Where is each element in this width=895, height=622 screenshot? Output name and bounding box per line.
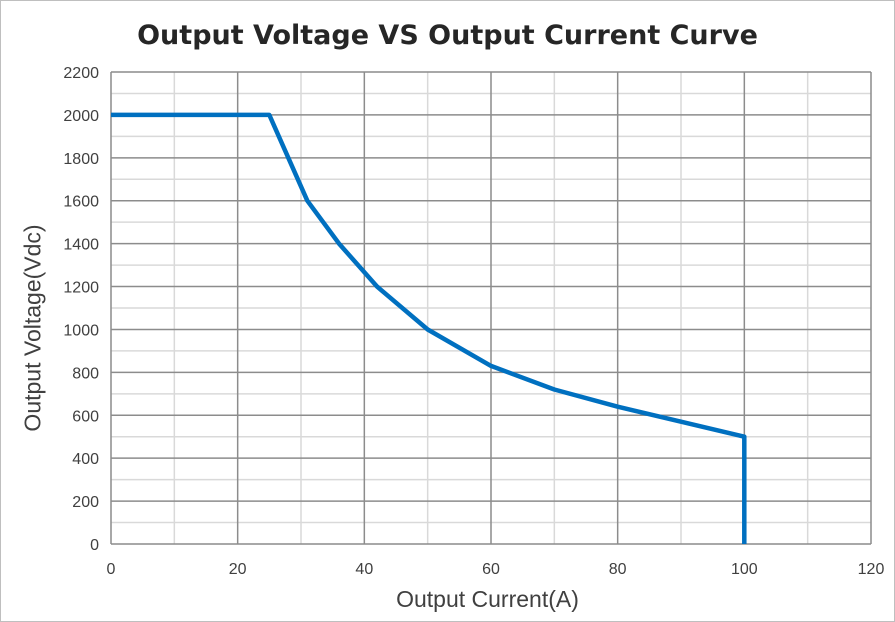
chart-title: Output Voltage VS Output Current Curve [137,20,758,51]
y-tick-label: 400 [72,451,99,468]
y-tick-labels: 0 200 400 600 800 1000 1200 1400 1600 1800 2000 220… [63,65,99,554]
x-tick-label: 0 [107,561,116,578]
y-tick-label: 2200 [63,65,99,82]
x-tick-labels: 0 20 40 60 80 100 120 [107,561,885,578]
y-tick-label: 0 [90,537,99,554]
y-tick-label: 800 [72,365,99,382]
x-axis-label: Output Current(A) [396,586,579,612]
y-tick-label: 2000 [63,108,99,125]
x-tick-label: 80 [609,561,627,578]
x-tick-label: 60 [482,561,500,578]
y-tick-label: 600 [72,408,99,425]
x-tick-label: 20 [229,561,247,578]
series-lines [111,112,747,544]
series-line [111,112,747,544]
x-tick-label: 100 [731,561,758,578]
y-tick-label: 1000 [63,322,99,339]
y-tick-label: 200 [72,494,99,511]
x-tick-label: 120 [858,561,885,578]
y-tick-label: 1800 [63,151,99,168]
x-tick-label: 40 [355,561,373,578]
y-tick-label: 1200 [63,280,99,297]
y-tick-label: 1600 [63,194,99,211]
major-gridlines [110,71,872,545]
y-tick-label: 1400 [63,237,99,254]
